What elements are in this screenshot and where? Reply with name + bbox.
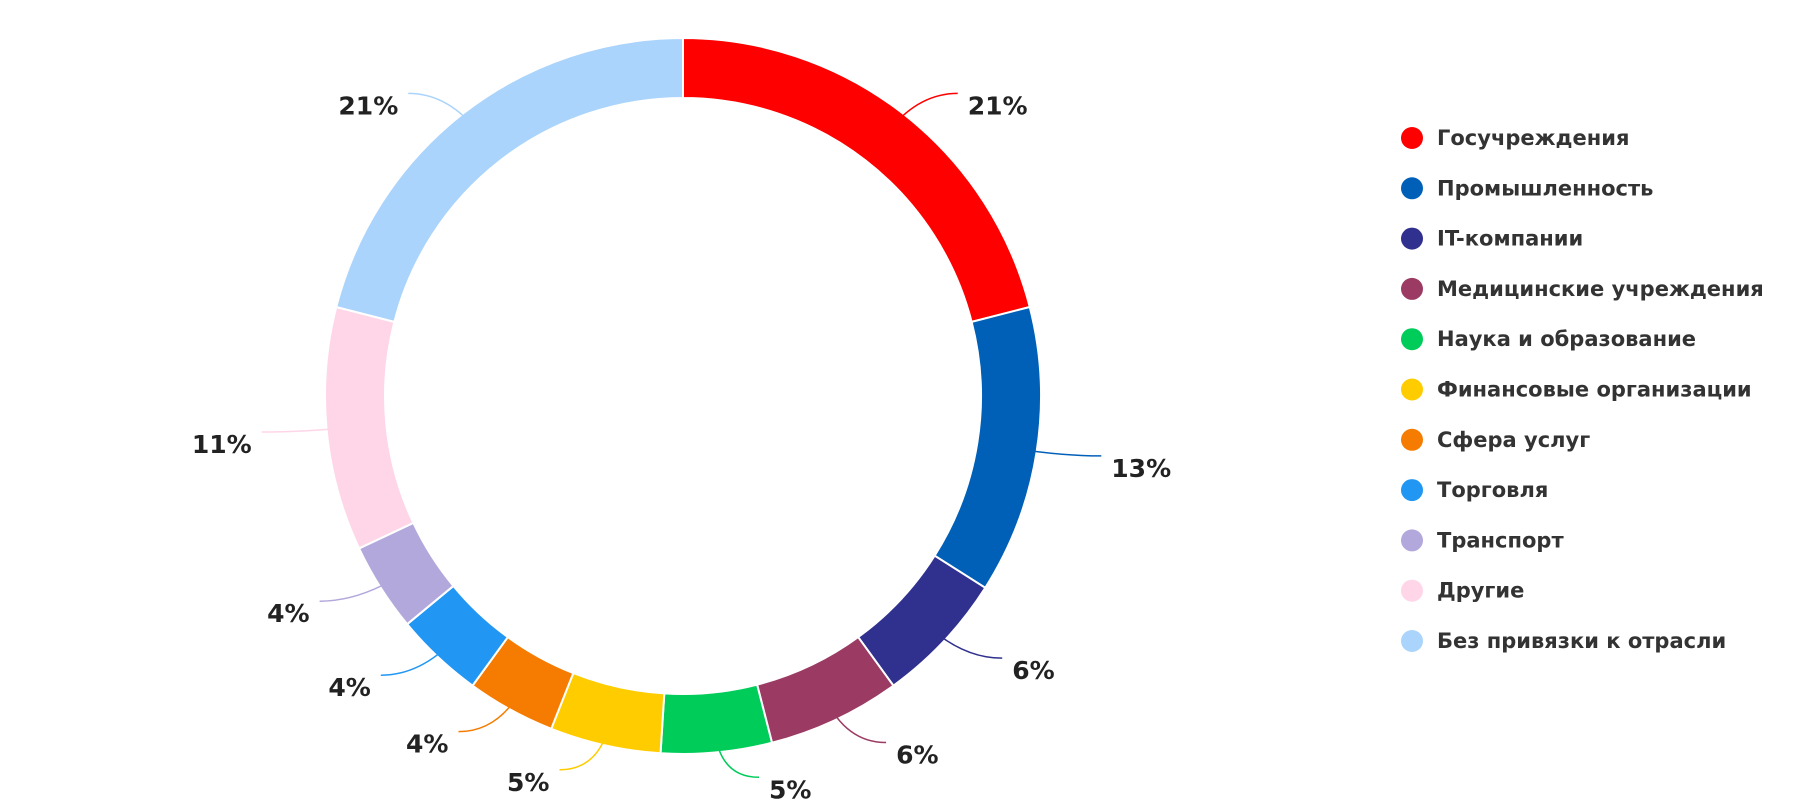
data-label: 4% <box>328 673 370 702</box>
slice <box>335 36 684 324</box>
data-label: 5% <box>769 775 811 800</box>
legend-swatch <box>1401 579 1423 602</box>
slice <box>682 36 1031 324</box>
legend-label: IT-компании <box>1437 227 1583 251</box>
legend-swatch <box>1401 127 1423 149</box>
leader-line <box>886 92 958 134</box>
legend-label: Другие <box>1437 579 1524 603</box>
data-label: 4% <box>406 730 448 759</box>
legend-swatch <box>1401 227 1423 250</box>
data-label: 4% <box>267 599 309 628</box>
leader-line <box>713 727 760 779</box>
legend-label: Наука и образование <box>1437 327 1696 351</box>
data-label: 6% <box>896 741 938 770</box>
legend-swatch <box>1401 479 1423 502</box>
legend-swatch <box>1401 529 1423 552</box>
legend-swatch <box>1401 428 1423 451</box>
leader-line <box>824 696 887 744</box>
leader-line <box>261 426 352 433</box>
slice <box>324 305 415 550</box>
data-label: 5% <box>507 768 549 797</box>
legend-swatch <box>1401 177 1423 200</box>
leader-line <box>1011 447 1102 457</box>
legend-label: Торговля <box>1437 478 1548 502</box>
leader-line <box>319 573 403 602</box>
data-label: 11% <box>192 430 252 459</box>
leader-line <box>925 623 1003 659</box>
leader-line <box>559 720 612 771</box>
legend-label: Медицинские учреждения <box>1437 277 1764 301</box>
leader-line <box>380 638 456 676</box>
leader-line <box>408 92 480 134</box>
legend-label: Транспорт <box>1437 528 1564 552</box>
legend-label: Госучреждения <box>1437 126 1629 150</box>
leader-line <box>458 687 524 733</box>
slice <box>659 683 774 755</box>
legend-label: Сфера услуг <box>1437 428 1590 452</box>
legend-label: Без привязки к отрасли <box>1437 629 1726 653</box>
legend-swatch <box>1401 277 1423 300</box>
legend-swatch <box>1401 378 1423 401</box>
legend-swatch <box>1401 630 1423 652</box>
data-label: 21% <box>338 91 398 120</box>
legend-label: Финансовые организации <box>1437 378 1752 402</box>
data-label: 21% <box>968 91 1028 120</box>
data-label: 6% <box>1012 656 1054 685</box>
data-label: 13% <box>1111 454 1171 483</box>
legend-swatch <box>1401 328 1423 351</box>
slice <box>933 305 1042 590</box>
legend-label: Промышленность <box>1437 176 1653 200</box>
